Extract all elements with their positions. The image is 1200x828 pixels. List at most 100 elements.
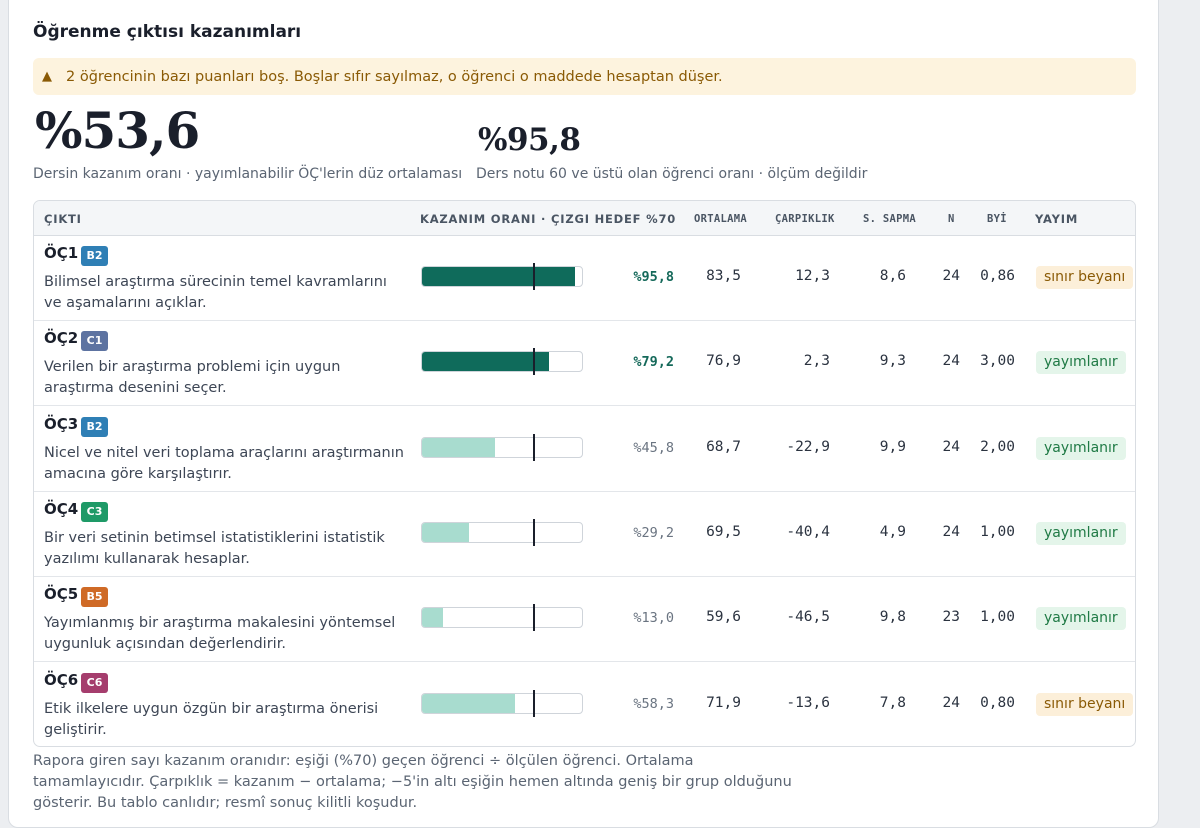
achievement-bar — [421, 263, 583, 290]
sd-value: 7,8 — [879, 695, 906, 711]
table-row[interactable]: ÖÇ3 B2 Nicel ve nitel veri toplama araçlar… — [34, 407, 1135, 492]
target-line — [533, 690, 535, 717]
outcomes-table: ÇIKTI KAZANIM ORANI · ÇIZGI HEDEF %70 OR… — [33, 200, 1136, 747]
target-line — [533, 263, 535, 290]
header-sd[interactable]: S. SAPMA — [863, 213, 916, 225]
outcome-description: Nicel ve nitel veri toplama araçlarını a… — [44, 445, 404, 482]
outcome-code: ÖÇ1 — [44, 244, 79, 262]
publish-status-badge[interactable]: yayımlanır — [1036, 437, 1126, 460]
outcome-code: ÖÇ3 — [44, 415, 79, 433]
mean-value: 76,9 — [706, 353, 741, 369]
skew-value: -22,9 — [786, 439, 830, 455]
table-row[interactable]: ÖÇ5 B5 Yayımlanmış bir araştırma makalesin… — [34, 577, 1135, 662]
outcome-description: Bir veri setinin betimsel istatistikleri… — [44, 530, 385, 567]
skew-value: -46,5 — [786, 609, 830, 625]
skew-value: 12,3 — [795, 268, 830, 284]
header-status[interactable]: YAYIM — [1035, 212, 1079, 226]
achievement-bar-fill — [422, 352, 549, 371]
sd-value: 8,6 — [879, 268, 906, 284]
mean-value: 71,9 — [706, 695, 741, 711]
bloom-level-badge: C1 — [81, 331, 108, 351]
target-line — [533, 434, 535, 461]
publish-status-badge[interactable]: yayımlanır — [1036, 351, 1126, 374]
n-value: 24 — [942, 353, 960, 369]
mean-value: 83,5 — [706, 268, 741, 284]
byi-value: 1,00 — [980, 524, 1015, 540]
bloom-level-badge: B2 — [81, 246, 108, 266]
n-value: 24 — [942, 695, 960, 711]
byi-value: 0,86 — [980, 268, 1015, 284]
n-value: 24 — [942, 439, 960, 455]
achievement-bar — [421, 519, 583, 546]
outcome-description: Yayımlanmış bir araştırma makalesini yön… — [44, 615, 396, 652]
byi-value: 2,00 — [980, 439, 1015, 455]
outcome-code: ÖÇ2 — [44, 329, 79, 347]
achievement-rate: %79,2 — [633, 354, 674, 370]
sd-value: 9,9 — [879, 439, 906, 455]
pass-rate: %95,8 — [478, 122, 581, 158]
skew-value: 2,3 — [803, 353, 830, 369]
warning-triangle-icon: ▲ — [42, 69, 52, 84]
sd-value: 9,8 — [879, 609, 906, 625]
n-value: 24 — [942, 268, 960, 284]
table-header: ÇIKTI KAZANIM ORANI · ÇIZGI HEDEF %70 OR… — [34, 201, 1135, 236]
achievement-bar-fill — [422, 438, 496, 457]
outcome-description: Verilen bir araştırma problemi için uygu… — [44, 359, 341, 396]
skew-value: -13,6 — [786, 695, 830, 711]
achievement-rate: %58,3 — [633, 696, 674, 712]
bloom-level-badge: B2 — [81, 417, 108, 437]
publish-status-badge[interactable]: sınır beyanı — [1036, 693, 1134, 716]
footnote: Rapora giren sayı kazanım oranıdır: eşiğ… — [33, 753, 792, 811]
achievement-bar — [421, 604, 583, 631]
outcome-code: ÖÇ5 — [44, 585, 79, 603]
header-rate[interactable]: KAZANIM ORANI · ÇIZGI HEDEF %70 — [420, 212, 677, 226]
outcomes-card: Öğrenme çıktısı kazanımları ▲ 2 öğrencin… — [8, 0, 1159, 828]
achievement-bar — [421, 434, 583, 461]
achievement-bar-fill — [422, 523, 469, 542]
achievement-rate: %13,0 — [633, 610, 674, 626]
byi-value: 3,00 — [980, 353, 1015, 369]
outcome-description: Bilimsel araştırma sürecinin temel kavra… — [44, 274, 387, 311]
target-line — [533, 604, 535, 631]
byi-value: 0,80 — [980, 695, 1015, 711]
achievement-rate: %29,2 — [633, 525, 674, 541]
achievement-rate: %95,8 — [633, 269, 674, 285]
achievement-bar-fill — [422, 608, 443, 627]
bloom-level-badge: C6 — [81, 673, 108, 693]
pass-rate-caption: Ders notu 60 ve üstü olan öğrenci oranı … — [476, 166, 868, 182]
achievement-bar-fill — [422, 267, 576, 286]
table-row[interactable]: ÖÇ2 C1 Verilen bir araştırma problemi için… — [34, 321, 1135, 406]
mean-value: 68,7 — [706, 439, 741, 455]
table-row[interactable]: ÖÇ1 B2 Bilimsel araştırma sürecinin temel … — [34, 236, 1135, 321]
n-value: 24 — [942, 524, 960, 540]
mean-value: 59,6 — [706, 609, 741, 625]
missing-scores-warning: ▲ 2 öğrencinin bazı puanları boş. Boşlar… — [33, 58, 1136, 95]
achievement-bar — [421, 348, 583, 375]
target-line — [533, 519, 535, 546]
table-row[interactable]: ÖÇ6 C6 Etik ilkelere uygun özgün bir araşt… — [34, 663, 1135, 746]
course-achievement-rate: %53,6 — [35, 101, 200, 160]
achievement-bar — [421, 690, 583, 717]
sd-value: 9,3 — [879, 353, 906, 369]
byi-value: 1,00 — [980, 609, 1015, 625]
bloom-level-badge: B5 — [81, 587, 108, 607]
header-byi[interactable]: BYİ — [987, 213, 1007, 225]
mean-value: 69,5 — [706, 524, 741, 540]
header-mean[interactable]: ORTALAMA — [694, 213, 747, 225]
bloom-level-badge: C3 — [81, 502, 108, 522]
header-skew[interactable]: ÇARPIKLIK — [775, 213, 835, 225]
target-line — [533, 348, 535, 375]
n-value: 23 — [942, 609, 960, 625]
card-title: Öğrenme çıktısı kazanımları — [33, 22, 302, 42]
skew-value: -40,4 — [786, 524, 830, 540]
achievement-bar-fill — [422, 694, 516, 713]
header-output[interactable]: ÇIKTI — [44, 212, 82, 226]
publish-status-badge[interactable]: yayımlanır — [1036, 522, 1126, 545]
publish-status-badge[interactable]: sınır beyanı — [1036, 266, 1134, 289]
outcome-code: ÖÇ6 — [44, 671, 79, 689]
publish-status-badge[interactable]: yayımlanır — [1036, 607, 1126, 630]
header-n[interactable]: N — [948, 213, 955, 225]
warning-text: 2 öğrencinin bazı puanları boş. Boşlar s… — [66, 68, 723, 85]
outcome-code: ÖÇ4 — [44, 500, 79, 518]
table-row[interactable]: ÖÇ4 C3 Bir veri setinin betimsel istatisti… — [34, 492, 1135, 577]
